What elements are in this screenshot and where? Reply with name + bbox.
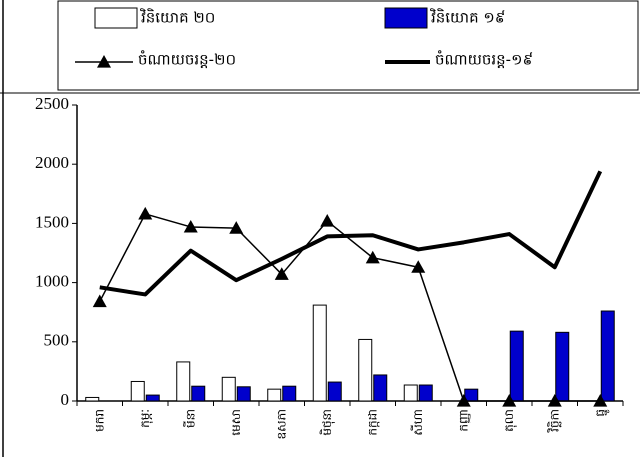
bar: [191, 385, 206, 402]
y-tick-label: 2000: [35, 153, 69, 172]
legend-label: វិនិយោគ ១៩: [430, 8, 506, 27]
bar: [85, 396, 100, 402]
bar: [358, 338, 373, 402]
bar: [327, 381, 342, 402]
x-tick-label: ឧសភា: [274, 409, 288, 439]
x-tick-label: ធ្នូ: [593, 409, 610, 417]
legend-box: [57, 0, 639, 91]
marker: [502, 394, 517, 407]
marker: [456, 394, 471, 407]
bar: [130, 380, 145, 402]
marker: [183, 219, 198, 233]
y-tick-label: 2500: [35, 94, 69, 113]
x-tick-label: កញ្ញា: [456, 409, 470, 432]
marker: [547, 394, 562, 407]
legend-label: វិនិយោគ ២០: [140, 8, 216, 27]
x-tick-label: កុម្ភៈ: [138, 409, 153, 428]
line: [99, 213, 601, 402]
y-tick-label: 0: [61, 390, 70, 409]
bar: [464, 388, 479, 402]
bar: [221, 376, 236, 402]
marker: [411, 260, 426, 273]
x-tick-label: មេសា: [229, 409, 243, 436]
marker: [92, 294, 107, 308]
bar: [176, 361, 191, 402]
y-tick-label: 1000: [35, 272, 69, 291]
bar: [267, 388, 282, 402]
legend-label: ចំណាយចរន្ត-១៩: [435, 50, 533, 69]
legend-marker: [97, 55, 111, 68]
bar: [403, 384, 418, 402]
legend-label: ចំណាយចរន្ត-២០: [138, 50, 236, 69]
bar: [555, 331, 570, 402]
marker: [593, 394, 608, 407]
bar: [509, 330, 524, 402]
marker: [138, 206, 153, 220]
bar: [600, 310, 615, 402]
marker: [274, 267, 289, 280]
bar: [418, 384, 433, 402]
marker: [320, 214, 335, 227]
bar: [373, 374, 388, 402]
x-tick-label: កក្កដា: [365, 409, 379, 436]
y-tick-label: 1500: [35, 212, 69, 231]
line: [99, 170, 603, 297]
legend-swatch: [384, 7, 428, 29]
x-tick-label: តុលា: [502, 409, 517, 432]
bar: [312, 304, 327, 402]
legend-swatch: [94, 7, 138, 29]
x-tick-label: សីហា: [410, 409, 425, 436]
x-tick-label: មីនា: [182, 409, 197, 428]
marker: [229, 221, 244, 234]
bar: [145, 394, 160, 402]
x-tick-label: មិថុនា: [319, 409, 335, 436]
x-tick-label: មករា: [92, 409, 106, 432]
bar: [282, 385, 297, 402]
x-tick-label: វិច្ឆិកា: [546, 409, 561, 433]
bar: [236, 386, 251, 402]
y-tick-label: 500: [44, 331, 70, 350]
marker: [365, 250, 380, 264]
